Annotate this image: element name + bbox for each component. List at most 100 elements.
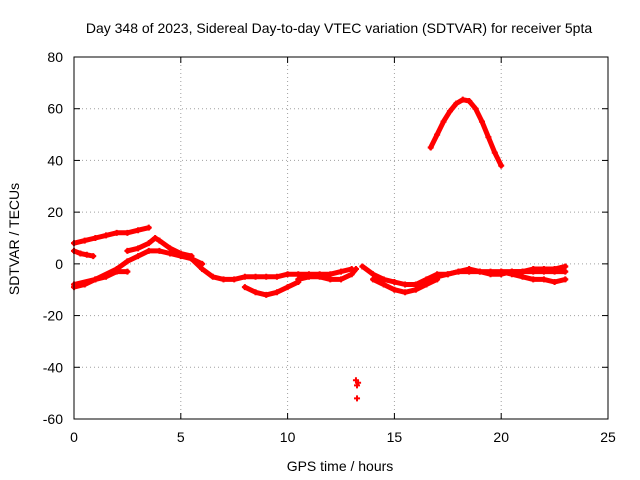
data-point xyxy=(402,281,409,288)
data-point xyxy=(81,281,88,288)
data-point xyxy=(241,273,248,280)
data-point xyxy=(152,235,159,241)
data-point xyxy=(466,266,473,273)
data-point xyxy=(177,250,184,257)
series-trace xyxy=(71,248,96,259)
data-point xyxy=(92,235,99,241)
y-tick-label: -20 xyxy=(43,308,63,324)
x-tick-label: 25 xyxy=(600,429,616,445)
data-point xyxy=(354,395,361,402)
data-point xyxy=(145,247,152,254)
data-point xyxy=(124,268,131,275)
data-point xyxy=(562,263,569,270)
series-track-evening-low xyxy=(498,268,569,285)
data-point xyxy=(156,247,163,254)
x-tick-label: 5 xyxy=(177,429,185,445)
data-point xyxy=(380,281,387,288)
data-point xyxy=(352,266,359,273)
data-point xyxy=(263,291,270,298)
data-point xyxy=(402,289,409,296)
data-point xyxy=(498,162,505,169)
data-point xyxy=(459,96,466,103)
data-point xyxy=(316,273,323,280)
data-point xyxy=(156,237,163,244)
data-point xyxy=(124,247,131,254)
data-point xyxy=(540,266,547,273)
data-point xyxy=(434,131,441,138)
series-isolated-points xyxy=(352,377,362,402)
data-point xyxy=(446,108,453,115)
data-point xyxy=(81,237,88,244)
data-point xyxy=(444,271,451,278)
data-point xyxy=(124,258,131,265)
data-point xyxy=(498,268,505,275)
y-tick-label: 40 xyxy=(47,152,63,168)
data-point xyxy=(252,273,259,280)
data-point xyxy=(338,276,344,283)
data-point xyxy=(508,271,515,278)
data-point xyxy=(167,250,174,257)
data-point xyxy=(327,276,334,283)
x-tick-label: 0 xyxy=(70,429,78,445)
data-point xyxy=(370,276,377,283)
y-tick-label: 0 xyxy=(55,256,63,272)
data-point xyxy=(540,276,547,283)
series-trace xyxy=(189,256,355,282)
data-point xyxy=(113,229,120,236)
data-point xyxy=(440,118,447,125)
data-point xyxy=(519,273,526,280)
data-point xyxy=(412,281,419,288)
data-point xyxy=(380,276,387,283)
data-point xyxy=(273,289,280,296)
x-tick-label: 15 xyxy=(387,429,403,445)
data-point xyxy=(455,268,462,275)
data-point xyxy=(273,273,280,280)
data-point xyxy=(391,286,398,293)
data-point xyxy=(355,379,362,386)
data-point xyxy=(530,266,537,273)
y-tick-label: -40 xyxy=(43,359,63,375)
y-tick-label: -60 xyxy=(43,411,63,427)
axis-ticks: 0 5 10 15 20 25 -60 -40 -20 0 20 40 60 80 xyxy=(43,49,616,445)
data-point xyxy=(90,253,97,260)
data-point xyxy=(348,271,355,278)
data-point xyxy=(478,118,485,125)
data-point xyxy=(113,268,120,275)
data-point xyxy=(370,271,377,278)
data-point xyxy=(124,229,131,236)
x-tick-label: 20 xyxy=(493,429,509,445)
data-point xyxy=(145,224,152,231)
series-track-mid-lower xyxy=(295,266,359,283)
data-point xyxy=(220,276,227,283)
y-tick-label: 80 xyxy=(47,49,63,65)
series-track-arc xyxy=(427,96,505,169)
data-point xyxy=(530,276,537,283)
series-track-main xyxy=(188,255,355,283)
data-point xyxy=(519,268,526,275)
data-point xyxy=(472,105,479,112)
data-point xyxy=(77,250,84,257)
data-point xyxy=(391,278,398,285)
series-track-lower-early xyxy=(71,268,131,291)
data-point xyxy=(167,245,174,252)
chart-title: Day 348 of 2023, Sidereal Day-to-day VTE… xyxy=(86,20,593,36)
data-point xyxy=(135,227,142,234)
data-point xyxy=(551,266,558,273)
grid xyxy=(74,57,608,419)
data-point xyxy=(103,232,110,239)
data-point xyxy=(135,253,142,260)
data-point xyxy=(135,245,142,252)
series-trace xyxy=(428,97,504,169)
data-point xyxy=(92,276,99,283)
data-point xyxy=(295,276,302,283)
data-point xyxy=(103,273,110,280)
data-point xyxy=(252,289,259,296)
plot-frame xyxy=(73,56,609,420)
series-track-hump xyxy=(124,235,195,260)
data-point xyxy=(241,284,248,291)
data-point xyxy=(327,271,334,278)
data-point xyxy=(209,273,216,280)
data-point xyxy=(284,271,291,278)
